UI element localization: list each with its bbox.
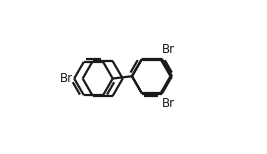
Text: Br: Br — [162, 43, 175, 56]
Text: Br: Br — [162, 97, 175, 110]
Text: Br: Br — [60, 72, 73, 85]
